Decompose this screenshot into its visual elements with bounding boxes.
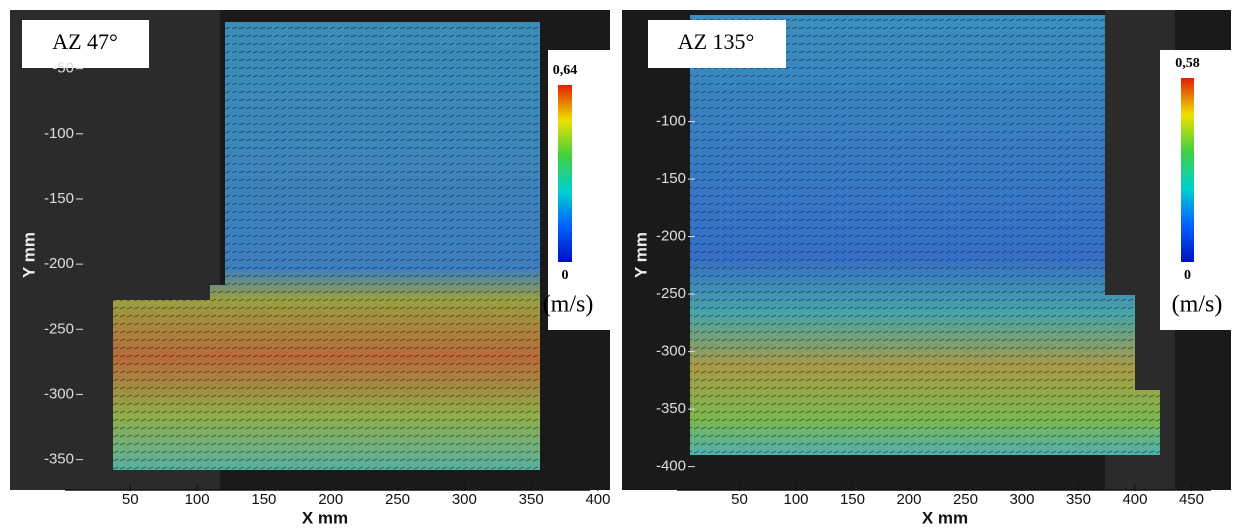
panel-title: AZ 47° xyxy=(52,29,118,54)
y-axis-label: Y mm xyxy=(631,232,650,278)
x-tick-label: 400 xyxy=(585,491,610,508)
y-tick-label: -250 xyxy=(656,285,686,302)
x-tick-label: 300 xyxy=(452,491,477,508)
colorbar-tick-label: 0 xyxy=(562,268,569,283)
y-tick-label: -350 xyxy=(44,451,74,468)
y-tick-label: -150 xyxy=(656,170,686,187)
colorbar-label: (m/s) xyxy=(543,292,594,318)
colorbar-tick-label: 0,64 xyxy=(553,63,578,78)
y-tick-label: -100 xyxy=(44,125,74,142)
x-tick-label: 350 xyxy=(1066,491,1091,508)
y-tick-label: -50 xyxy=(52,60,74,77)
x-tick-label: 100 xyxy=(783,491,808,508)
y-tick-label: -350 xyxy=(656,400,686,417)
panel-title: AZ 135° xyxy=(678,29,755,54)
x-axis-label: X mm xyxy=(922,508,968,527)
x-tick-label: 150 xyxy=(251,491,276,508)
y-tick-label: -150 xyxy=(44,190,74,207)
x-axis-label: X mm xyxy=(302,508,348,527)
y-tick-label: -400 xyxy=(656,458,686,475)
x-tick-label: 350 xyxy=(519,491,544,508)
y-axis-label: Y mm xyxy=(19,232,38,278)
colorbar-tick-label: 0 xyxy=(1184,268,1191,283)
y-tick-label: -200 xyxy=(656,228,686,245)
colorbar xyxy=(1181,78,1194,262)
colorbar-label: (m/s) xyxy=(1172,292,1223,318)
x-tick-label: 250 xyxy=(953,491,978,508)
x-tick-label: 150 xyxy=(840,491,865,508)
y-tick-label: -100 xyxy=(656,113,686,130)
x-tick-label: 450 xyxy=(1179,491,1204,508)
y-tick-label: -300 xyxy=(656,343,686,360)
x-tick-label: 200 xyxy=(896,491,921,508)
x-tick-label: 100 xyxy=(185,491,210,508)
x-tick-label: 50 xyxy=(122,491,139,508)
x-tick-label: 50 xyxy=(731,491,748,508)
y-tick-label: -200 xyxy=(44,255,74,272)
x-tick-label: 200 xyxy=(318,491,343,508)
x-tick-label: 300 xyxy=(1009,491,1034,508)
x-tick-label: 250 xyxy=(385,491,410,508)
colorbar-tick-label: 0,58 xyxy=(1175,56,1200,71)
y-tick-label: -300 xyxy=(44,385,74,402)
x-tick-label: 400 xyxy=(1122,491,1147,508)
y-tick-label: -250 xyxy=(44,320,74,337)
colorbar xyxy=(558,85,572,262)
